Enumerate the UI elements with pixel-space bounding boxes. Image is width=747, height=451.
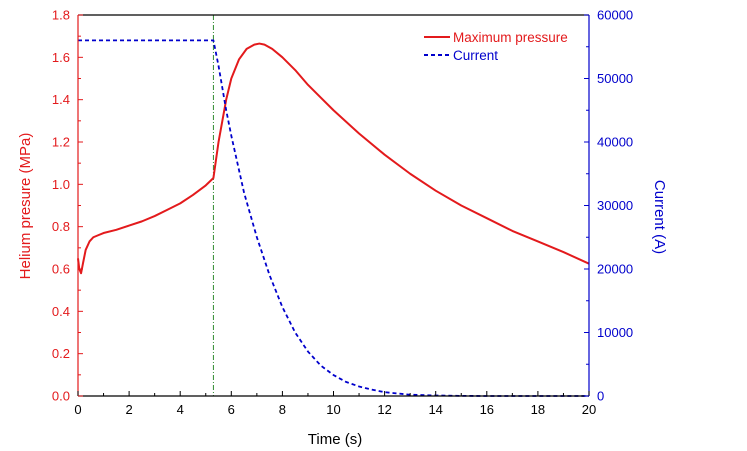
y-left-tick-label: 0.0 xyxy=(52,389,70,404)
x-tick-label: 14 xyxy=(428,402,442,417)
x-tick-label: 0 xyxy=(74,402,81,417)
axes-layer: 0 2 4 6 8 10 12 14 16 18 20 0.0 0.2 0.4 0.6 0.8 1.0 1.2 1.… xyxy=(52,8,633,418)
x-tick-label: 6 xyxy=(228,402,235,417)
x-tick-label: 10 xyxy=(326,402,340,417)
legend-label-maximum-pressure: Maximum pressure xyxy=(453,30,568,45)
y-left-tick-label: 1.6 xyxy=(52,50,70,65)
x-tick-label: 12 xyxy=(377,402,391,417)
series-layer xyxy=(77,39,590,397)
y-right-tick-label: 40000 xyxy=(597,135,633,150)
y-right-tick-label: 20000 xyxy=(597,262,633,277)
y-left-tick-label: 0.6 xyxy=(52,262,70,277)
series-line-maximum-pressure xyxy=(77,42,590,275)
series-line-current xyxy=(78,39,589,397)
y-left-tick-label: 0.4 xyxy=(52,304,70,319)
y-right-tick-label: 60000 xyxy=(597,8,633,23)
x-tick-label: 2 xyxy=(125,402,132,417)
legend-label-current: Current xyxy=(453,48,498,63)
x-axis-title: Time (s) xyxy=(308,431,362,448)
x-tick-label: 20 xyxy=(582,402,596,417)
x-tick-label: 18 xyxy=(531,402,545,417)
y-left-tick-label: 1.4 xyxy=(52,92,70,107)
y-axis-right-title: Current (A) xyxy=(651,180,668,254)
x-tick-label: 4 xyxy=(177,402,184,417)
y-right-tick-label: 10000 xyxy=(597,325,633,340)
y-left-tick-label: 1.2 xyxy=(52,135,70,150)
x-tick-label: 16 xyxy=(480,402,494,417)
y-right-tick-label: 30000 xyxy=(597,198,633,213)
x-tick-label: 8 xyxy=(279,402,286,417)
y-right-tick-label: 50000 xyxy=(597,71,633,86)
y-right-tick-label: 0 xyxy=(597,389,604,404)
legend: Maximum pressure Current xyxy=(424,30,568,63)
y-left-tick-label: 1.0 xyxy=(52,177,70,192)
y-left-tick-label: 0.2 xyxy=(52,346,70,361)
y-axis-left-title: Helium presure (MPa) xyxy=(17,133,34,280)
y-left-tick-label: 0.8 xyxy=(52,219,70,234)
y-left-tick-label: 1.8 xyxy=(52,8,70,23)
